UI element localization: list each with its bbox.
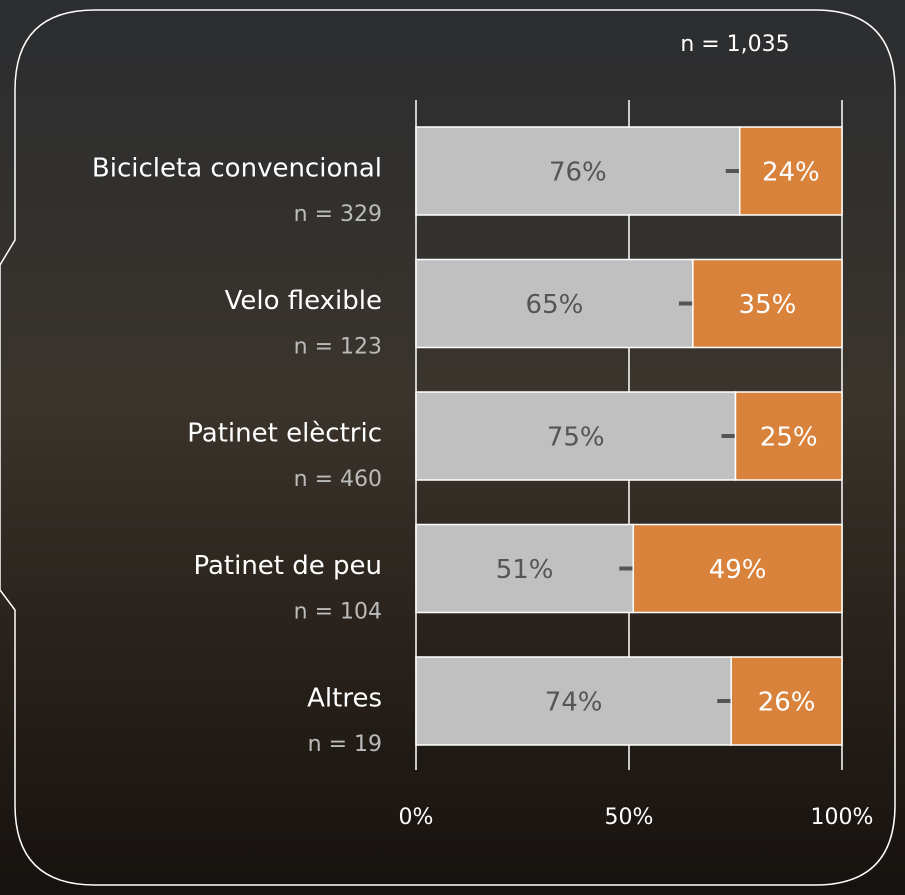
bar-segment (692, 258, 843, 349)
value-label: 75% (547, 423, 605, 453)
category-note: n = 460 (294, 467, 382, 492)
category-label: Patinet de peu (193, 551, 382, 581)
bar-segment (734, 391, 843, 481)
value-label: 74% (545, 688, 603, 718)
value-label: 35% (739, 290, 797, 320)
value-label: 25% (760, 423, 818, 453)
value-label: 51% (496, 555, 554, 585)
category-note: n = 123 (294, 335, 382, 360)
category-label: Velo flexible (225, 286, 382, 316)
value-label: 65% (526, 290, 584, 320)
value-label: 26% (758, 688, 816, 718)
total-label: n = 1,035 (680, 32, 789, 57)
bar-segment (730, 656, 843, 746)
frame (0, 9, 896, 886)
bar-segment (415, 258, 694, 349)
category-note: n = 19 (308, 732, 382, 757)
x-tick-label: 0% (399, 805, 434, 830)
bar-segment (739, 126, 843, 216)
value-label: 24% (762, 158, 820, 188)
bar-segment (415, 523, 635, 614)
category-note: n = 329 (294, 202, 382, 227)
category-label: Patinet elèctric (187, 419, 382, 449)
bar-segment (415, 391, 737, 481)
category-note: n = 104 (294, 600, 382, 625)
bar-segment (415, 126, 741, 216)
value-label: 49% (709, 555, 767, 585)
x-tick-label: 50% (605, 805, 654, 830)
bar-segment (632, 523, 843, 614)
value-label: 76% (549, 158, 607, 188)
bar-segment (415, 656, 732, 746)
category-label: Bicicleta convencional (92, 154, 382, 184)
category-label: Altres (307, 684, 382, 714)
x-tick-label: 100% (811, 805, 874, 830)
